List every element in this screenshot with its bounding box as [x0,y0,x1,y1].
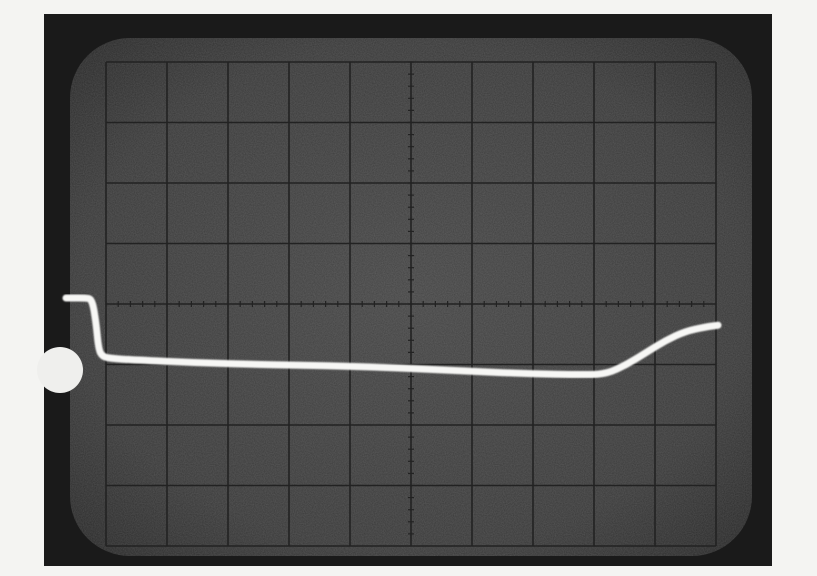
graticule [105,61,717,547]
marker-dot [37,347,83,393]
signal-trace [62,294,722,379]
